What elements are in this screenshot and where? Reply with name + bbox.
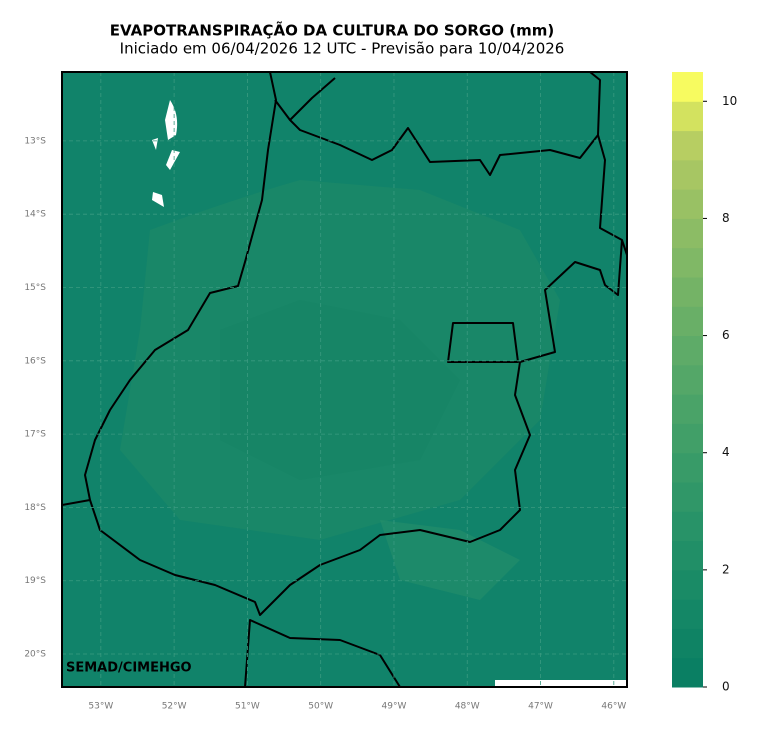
colorbar-band [672, 511, 703, 542]
colorbar-band [672, 277, 703, 307]
colorbar-band [672, 159, 703, 190]
colorbar-tick-label: 10 [722, 94, 737, 108]
title: EVAPOTRANSPIRAÇÃO DA CULTURA DO SORGO (m… [110, 21, 554, 40]
colorbar-band [672, 247, 703, 278]
credit: SEMAD/CIMEHGO [66, 661, 192, 676]
lon-tick-label: 53°W [88, 702, 113, 712]
subtitle: Iniciado em 06/04/2026 12 UTC - Previsão… [120, 40, 565, 58]
map-area [62, 72, 627, 687]
colorbar-band [672, 599, 703, 629]
lat-tick-label: 17°S [24, 430, 46, 440]
colorbar-band [672, 423, 703, 454]
colorbar-band [672, 628, 703, 659]
colorbar-band [672, 189, 703, 219]
colorbar-band [672, 394, 703, 424]
colorbar-band [672, 72, 703, 102]
lon-tick-label: 48°W [455, 702, 480, 712]
colorbar-band [672, 452, 703, 483]
lat-tick-label: 20°S [24, 650, 46, 660]
lat-tick-label: 19°S [24, 576, 46, 586]
colorbar-band [672, 657, 703, 688]
lat-tick-label: 14°S [24, 210, 46, 220]
map-frame [61, 71, 628, 688]
colorbar-band [672, 364, 703, 395]
colorbar-band [672, 130, 703, 161]
lon-tick-label: 46°W [601, 702, 626, 712]
colorbar-band [672, 540, 703, 571]
lon-tick-label: 47°W [528, 702, 553, 712]
lon-tick-label: 50°W [308, 702, 333, 712]
lon-tick-label: 51°W [235, 702, 260, 712]
lat-tick-label: 15°S [24, 283, 46, 293]
boundaries [62, 72, 627, 687]
colorbar: 0 2 4 6 8 10 [672, 72, 737, 694]
grid [62, 72, 627, 687]
colorbar-band [672, 335, 703, 366]
colorbar-tick-label: 4 [722, 445, 730, 459]
lat-tick-label: 13°S [24, 136, 46, 146]
lat-tick-label: 16°S [24, 356, 46, 366]
lat-tick-label: 18°S [24, 503, 46, 513]
colorbar-band [672, 482, 703, 512]
colorbar-band [672, 306, 703, 337]
lon-tick-label: 49°W [382, 702, 407, 712]
colorbar-band [672, 569, 703, 600]
colorbar-band [672, 218, 703, 249]
colorbar-tick-label: 8 [722, 211, 730, 225]
lon-tick-label: 52°W [162, 702, 187, 712]
colorbar-band [672, 101, 703, 132]
colorbar-tick-label: 6 [722, 328, 730, 342]
colorbar-tick-label: 0 [722, 680, 730, 694]
colorbar-tick-label: 2 [722, 562, 730, 576]
